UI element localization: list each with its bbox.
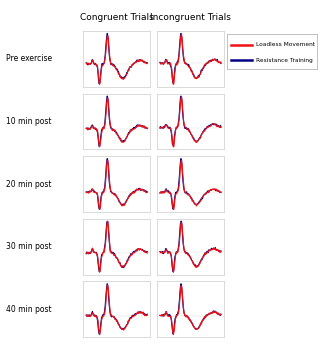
Text: 20 min post: 20 min post [6, 180, 52, 189]
Text: Resistance Training: Resistance Training [256, 58, 313, 63]
Text: 10 min post: 10 min post [6, 117, 52, 126]
Text: Pre exercise: Pre exercise [6, 54, 52, 63]
Text: Incongruent Trials: Incongruent Trials [150, 13, 231, 22]
Text: Loadless Movement: Loadless Movement [256, 42, 315, 47]
Text: 30 min post: 30 min post [6, 242, 52, 251]
Text: 40 min post: 40 min post [6, 305, 52, 314]
Text: Congruent Trials: Congruent Trials [80, 13, 154, 22]
